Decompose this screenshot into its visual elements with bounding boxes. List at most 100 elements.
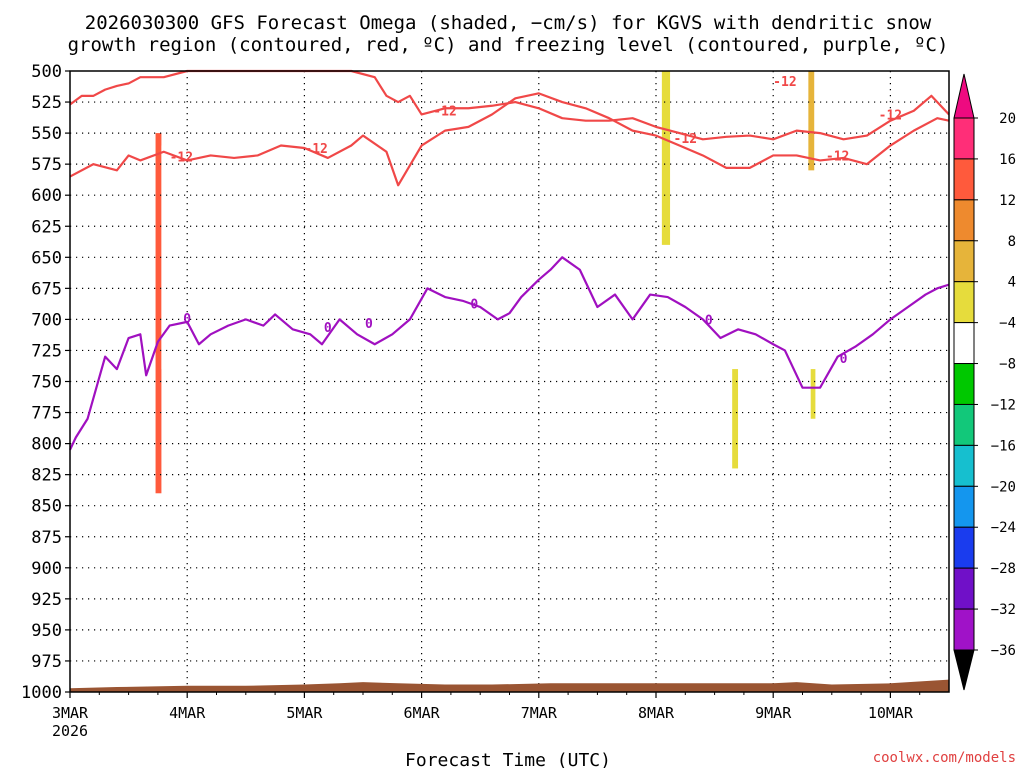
freezing-contour-label: 0 xyxy=(840,352,848,367)
freezing-level-contour xyxy=(69,256,950,451)
x-tick-label: 6MAR xyxy=(404,704,441,722)
colorbar-label: −32 xyxy=(991,602,1016,618)
x-tick-label: 10MAR xyxy=(868,704,914,722)
y-tick-label: 825 xyxy=(31,466,62,486)
y-tick-label: 550 xyxy=(31,124,62,144)
freezing-contour-label: 0 xyxy=(365,317,373,332)
colorbar-label: 4 xyxy=(1008,275,1016,291)
terrain-layer xyxy=(70,679,949,692)
colorbar-segment xyxy=(953,403,975,446)
colorbar-label: −4 xyxy=(999,316,1016,332)
x-tick-label: 7MAR xyxy=(521,704,558,722)
dgz-contour-label: -12 xyxy=(826,149,849,164)
y-tick-label: 500 xyxy=(31,62,62,82)
dgz-contour-upper xyxy=(69,69,950,141)
colorbar-segment xyxy=(953,199,975,242)
chart-title-line1: 2026030300 GFS Forecast Omega (shaded, −… xyxy=(85,12,932,34)
omega-shade-patch xyxy=(697,95,709,270)
colorbar-label: −28 xyxy=(991,561,1016,577)
omega-shade-patch xyxy=(609,71,619,618)
x-tick-label: 5MAR xyxy=(286,704,323,722)
dgz-contour-label: -12 xyxy=(304,142,327,157)
colorbar-top-arrow xyxy=(953,73,975,119)
omega-shade-patch xyxy=(661,71,671,245)
colorbar-segment xyxy=(953,281,975,324)
colorbar: 20 16 12 8 4 −4 −8 −12 −16 −20 −24 −28 −32 −36 xyxy=(953,73,1016,691)
x-year-label: 2026 xyxy=(52,722,88,740)
omega-shade-patch xyxy=(210,71,223,630)
colorbar-label: −12 xyxy=(991,397,1016,413)
y-tick-label: 950 xyxy=(31,621,62,641)
omega-shade-patch xyxy=(161,145,167,370)
freezing-contour-label: 0 xyxy=(470,297,478,312)
freezing-contour-label: 0 xyxy=(705,313,713,328)
omega-shade-patch xyxy=(216,71,225,245)
colorbar-segment xyxy=(953,158,975,201)
colorbar-label: −8 xyxy=(999,357,1016,373)
omega-shade-patch xyxy=(149,145,155,245)
omega-shade-patch xyxy=(346,145,354,630)
colorbar-label: −16 xyxy=(991,438,1016,454)
dgz-contour-label: -12 xyxy=(879,108,902,123)
y-tick-label: 850 xyxy=(31,497,62,517)
omega-shade-patch xyxy=(486,71,492,245)
y-axis: 500 525 550 575 600 625 650 675 700 725 750 775 800 8… xyxy=(21,62,70,703)
contour-layer: -12 -12 -12 -12 -12 -12 -12 0 0 0 0 0 0 xyxy=(69,69,950,451)
y-tick-label: 800 xyxy=(31,435,62,455)
y-tick-label: 725 xyxy=(31,341,62,361)
omega-shade-patch xyxy=(155,133,162,494)
colorbar-label: 16 xyxy=(999,152,1016,168)
y-tick-label: 675 xyxy=(31,279,62,299)
dgz-contour-label: -12 xyxy=(773,75,796,90)
omega-shade-patch xyxy=(808,71,815,171)
y-tick-label: 900 xyxy=(31,559,62,579)
dgz-contour-label: -12 xyxy=(170,151,193,166)
grid-layer xyxy=(70,71,949,692)
x-tick-label: 4MAR xyxy=(169,704,206,722)
omega-shade-patch xyxy=(810,369,816,419)
omega-shade-patch xyxy=(341,71,347,457)
x-axis-label: Forecast Time (UTC) xyxy=(405,750,611,768)
x-axis: 3MAR 4MAR 5MAR 6MAR 7MAR 8MAR 9MAR 10MAR 2026 xyxy=(52,692,921,740)
colorbar-segment xyxy=(953,567,975,610)
y-tick-label: 975 xyxy=(31,652,62,672)
y-tick-label: 700 xyxy=(31,310,62,330)
colorbar-label: 8 xyxy=(1008,234,1016,250)
colorbar-segment xyxy=(953,322,975,365)
y-tick-label: 575 xyxy=(31,155,62,175)
y-tick-label: 750 xyxy=(31,373,62,393)
x-tick-label: 3MAR xyxy=(52,704,89,722)
chart-title-line2: growth region (contoured, red, ºC) and f… xyxy=(68,34,949,56)
y-tick-label: 625 xyxy=(31,217,62,237)
x-tick-label: 8MAR xyxy=(638,704,675,722)
colorbar-label: 12 xyxy=(999,193,1016,209)
omega-shade-patch xyxy=(732,369,739,469)
colorbar-label: 20 xyxy=(999,111,1016,127)
omega-shade-patch xyxy=(907,71,917,158)
colorbar-segment xyxy=(953,526,975,569)
omega-shade-patch xyxy=(140,120,153,221)
y-tick-label: 925 xyxy=(31,590,62,610)
y-tick-label: 775 xyxy=(31,404,62,424)
colorbar-segment xyxy=(953,485,975,528)
colorbar-segment xyxy=(953,117,975,160)
y-tick-label: 650 xyxy=(31,248,62,268)
omega-shade-patch xyxy=(597,71,607,370)
omega-shade-patch xyxy=(292,95,311,394)
y-tick-label: 875 xyxy=(31,528,62,548)
terrain-surface xyxy=(70,679,949,692)
y-tick-label: 525 xyxy=(31,93,62,113)
colorbar-segment xyxy=(953,444,975,487)
dgz-contour-label: -12 xyxy=(433,105,456,120)
credit-text: coolwx.com/models xyxy=(873,750,1016,766)
dgz-contour-label: -12 xyxy=(674,132,697,147)
freezing-contour-label: 0 xyxy=(324,321,332,336)
colorbar-label: −36 xyxy=(991,643,1016,659)
dgz-contour-lower xyxy=(69,92,950,187)
y-tick-label: 600 xyxy=(31,186,62,206)
colorbar-bottom-arrow xyxy=(953,649,975,691)
omega-shade-patch xyxy=(327,71,345,618)
omega-shade-patch xyxy=(513,220,518,494)
colorbar-segment xyxy=(953,608,975,651)
colorbar-label: −24 xyxy=(991,520,1016,536)
